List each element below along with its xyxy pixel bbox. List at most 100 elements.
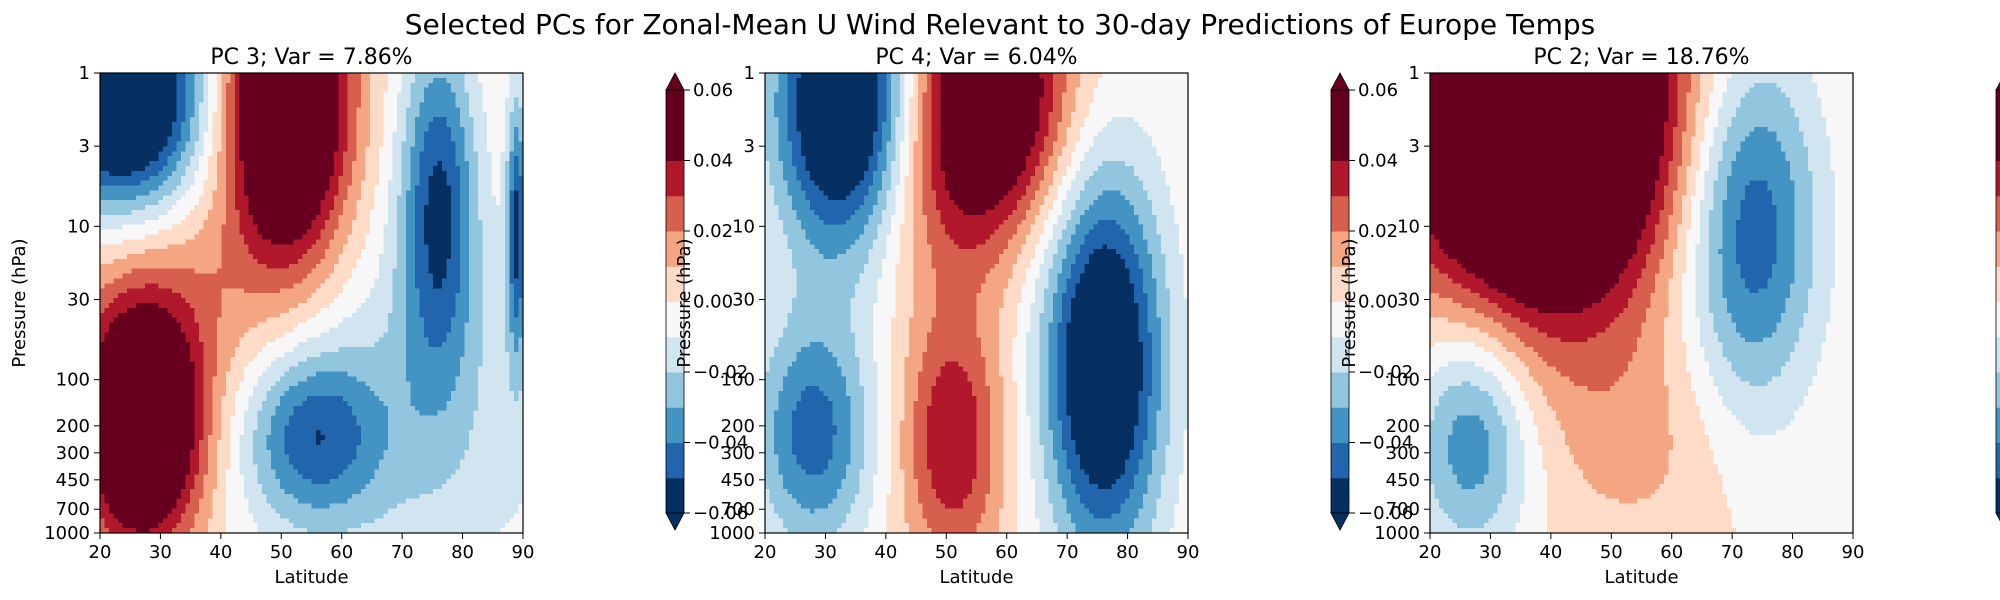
contour-cell xyxy=(487,205,493,211)
contour-cell xyxy=(509,190,515,196)
contour-cell xyxy=(379,298,385,304)
contour-cell xyxy=(271,117,277,123)
contour-cell xyxy=(230,303,236,309)
contour-cell xyxy=(154,102,160,108)
contour-cell xyxy=(365,229,371,236)
contour-cell xyxy=(149,77,155,84)
contour-cell xyxy=(302,210,308,216)
contour-cell xyxy=(338,185,344,192)
contour-cell xyxy=(392,146,398,152)
contour-cell xyxy=(428,190,434,196)
contour-cell xyxy=(284,112,290,118)
contour-cell xyxy=(401,327,407,333)
contour-cell xyxy=(136,268,142,275)
contour-cell xyxy=(194,77,200,84)
contour-cell xyxy=(383,112,389,118)
contour-cell xyxy=(118,239,124,245)
contour-cell xyxy=(221,131,227,138)
contour-cell xyxy=(424,273,430,280)
contour-cell xyxy=(293,317,299,324)
contour-cell xyxy=(284,136,290,143)
contour-cell xyxy=(365,170,371,177)
contour-cell xyxy=(217,249,223,255)
contour-cell xyxy=(185,117,191,123)
contour-cell xyxy=(325,210,331,216)
contour-cell xyxy=(487,73,493,79)
contour-cell xyxy=(437,298,443,304)
contour-cell xyxy=(406,239,412,245)
contour-cell xyxy=(487,293,493,299)
contour-cell xyxy=(100,263,106,270)
contour-cell xyxy=(248,161,254,167)
contour-cell xyxy=(361,263,367,270)
contour-cell xyxy=(289,210,295,216)
contour-cell xyxy=(388,317,394,324)
contour-cell xyxy=(388,249,394,255)
contour-cell xyxy=(158,322,164,329)
contour-cell xyxy=(109,136,115,143)
contour-cell xyxy=(469,82,475,89)
contour-cell xyxy=(500,327,506,333)
contour-cell xyxy=(343,288,349,294)
contour-cell xyxy=(122,77,128,84)
contour-cell xyxy=(365,121,371,128)
contour-cell xyxy=(136,288,142,294)
contour-cell xyxy=(329,307,335,314)
contour-cell xyxy=(149,322,155,329)
contour-cell xyxy=(491,200,497,206)
contour-cell xyxy=(100,205,106,211)
contour-cell xyxy=(370,195,376,201)
contour-cell xyxy=(361,82,367,89)
contour-cell xyxy=(226,263,232,270)
contour-cell xyxy=(248,151,254,157)
contour-cell xyxy=(464,283,470,289)
contour-cell xyxy=(455,312,461,319)
contour-cell xyxy=(140,117,146,123)
contour-cell xyxy=(158,126,164,133)
contour-cell xyxy=(194,214,200,221)
contour-cell xyxy=(320,175,326,182)
contour-cell xyxy=(131,131,137,138)
contour-cell xyxy=(469,117,475,123)
contour-cell xyxy=(473,307,479,314)
contour-cell xyxy=(122,121,128,128)
contour-cell xyxy=(473,258,479,265)
contour-cell xyxy=(325,97,331,103)
contour-cell xyxy=(122,322,128,329)
contour-cell xyxy=(226,170,232,177)
contour-cell xyxy=(424,161,430,167)
contour-cell xyxy=(397,205,403,211)
contour-cell xyxy=(172,131,178,138)
contour-cell xyxy=(127,175,133,182)
contour-cell xyxy=(253,205,259,211)
contour-cell xyxy=(127,244,133,250)
contour-cell xyxy=(226,146,232,152)
contour-cell xyxy=(383,322,389,329)
contour-cell xyxy=(356,195,362,201)
contour-cell xyxy=(113,283,119,289)
contour-cell xyxy=(406,293,412,299)
contour-cell xyxy=(419,303,425,309)
contour-cell xyxy=(419,146,425,152)
contour-cell xyxy=(298,146,304,152)
contour-cell xyxy=(104,107,110,113)
contour-cell xyxy=(176,107,182,113)
contour-cell xyxy=(248,214,254,221)
contour-cell xyxy=(469,136,475,143)
contour-cell xyxy=(392,258,398,265)
contour-cell xyxy=(419,244,425,250)
contour-cell xyxy=(176,82,182,89)
contour-cell xyxy=(109,73,115,79)
contour-cell xyxy=(392,234,398,240)
contour-cell xyxy=(136,102,142,108)
contour-cell xyxy=(109,82,115,89)
contour-cell xyxy=(194,263,200,270)
contour-cell xyxy=(473,92,479,99)
contour-cell xyxy=(325,239,331,245)
contour-cell xyxy=(253,322,259,329)
contour-cell xyxy=(478,141,484,147)
contour-cell xyxy=(401,102,407,108)
contour-cell xyxy=(469,273,475,280)
contour-cell xyxy=(383,92,389,99)
contour-cell xyxy=(464,307,470,314)
